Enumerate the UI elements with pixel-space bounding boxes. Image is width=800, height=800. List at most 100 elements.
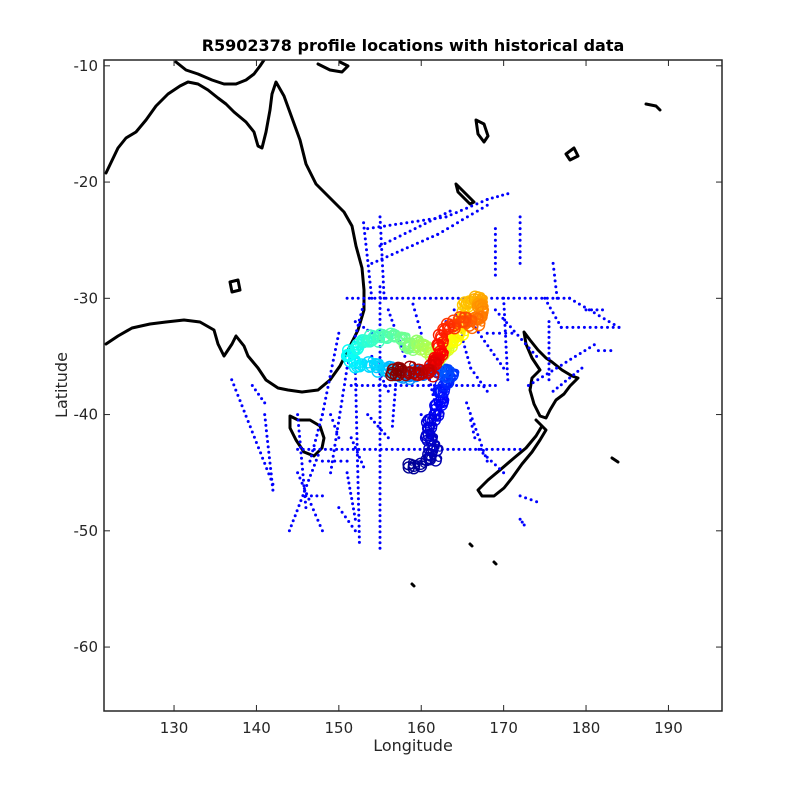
historical-point xyxy=(516,333,520,337)
profile-location-label xyxy=(459,311,467,319)
historical-point xyxy=(473,436,477,440)
historical-point xyxy=(368,280,372,284)
historical-point xyxy=(339,459,343,463)
historical-point xyxy=(568,296,572,300)
historical-point xyxy=(266,445,270,449)
historical-point xyxy=(330,364,334,368)
historical-point xyxy=(388,223,392,227)
historical-point xyxy=(451,447,455,451)
historical-point xyxy=(250,430,254,434)
historical-point xyxy=(518,244,522,248)
historical-point xyxy=(485,447,489,451)
historical-point xyxy=(502,296,506,300)
historical-point xyxy=(350,497,354,500)
historical-point xyxy=(416,320,420,324)
historical-point xyxy=(298,440,302,444)
historical-point xyxy=(577,302,581,306)
historical-point xyxy=(336,427,339,431)
historical-point xyxy=(357,535,361,539)
historical-point xyxy=(375,259,379,263)
historical-point xyxy=(297,424,301,427)
historical-point xyxy=(428,219,432,223)
historical-point xyxy=(378,454,382,458)
historical-point xyxy=(354,399,358,403)
historical-point xyxy=(298,476,302,480)
historical-point xyxy=(504,351,508,355)
historical-point xyxy=(378,535,382,539)
historical-point xyxy=(300,456,303,460)
historical-point xyxy=(501,447,505,451)
historical-point xyxy=(582,325,586,329)
historical-point xyxy=(378,443,382,447)
historical-point xyxy=(474,447,478,451)
historical-point xyxy=(451,296,455,300)
historical-point xyxy=(378,530,382,534)
historical-point xyxy=(345,459,349,463)
historical-point xyxy=(287,529,291,533)
historical-point xyxy=(301,473,305,477)
historical-point xyxy=(356,491,360,495)
historical-point xyxy=(594,325,598,329)
historical-point xyxy=(316,518,320,522)
historical-point xyxy=(367,269,371,273)
x-axis-label: Longitude xyxy=(373,736,453,755)
historical-point xyxy=(337,506,341,510)
historical-point xyxy=(393,393,397,397)
historical-point xyxy=(316,428,320,432)
profile-location-label xyxy=(428,367,436,375)
historical-point xyxy=(568,376,572,380)
historical-point xyxy=(573,354,577,358)
historical-point xyxy=(520,338,524,341)
historical-point xyxy=(548,306,552,310)
historical-point xyxy=(426,237,430,241)
historical-point xyxy=(312,447,316,451)
historical-point xyxy=(355,384,359,387)
historical-point xyxy=(267,472,271,476)
historical-point xyxy=(465,215,469,219)
historical-point xyxy=(369,291,373,295)
historical-point xyxy=(489,348,493,352)
coastline-kangaroo-island xyxy=(228,278,242,294)
historical-point xyxy=(265,434,269,438)
y-tick-label: -40 xyxy=(74,406,99,424)
historical-point xyxy=(340,447,344,451)
historical-point xyxy=(302,487,306,490)
historical-point xyxy=(334,438,338,442)
historical-point xyxy=(385,447,389,451)
historical-point xyxy=(423,296,427,300)
historical-point xyxy=(588,325,592,329)
historical-point xyxy=(244,414,248,418)
historical-point xyxy=(374,447,377,451)
historical-point xyxy=(295,509,299,513)
historical-point xyxy=(394,222,398,226)
historical-point xyxy=(234,388,238,392)
historical-point xyxy=(606,325,609,329)
historical-point xyxy=(592,343,596,347)
historical-point xyxy=(434,296,438,300)
historical-point xyxy=(444,215,448,219)
historical-point xyxy=(327,380,331,384)
historical-point xyxy=(547,346,551,350)
historical-point xyxy=(356,475,360,479)
profile-location-label xyxy=(354,361,362,369)
historical-point xyxy=(601,308,604,312)
historical-point xyxy=(354,404,358,408)
profile-locations xyxy=(340,290,490,475)
historical-point xyxy=(331,418,335,422)
historical-point xyxy=(485,389,489,393)
historical-point xyxy=(376,424,380,428)
historical-point xyxy=(468,412,472,415)
historical-point xyxy=(346,447,350,451)
historical-point xyxy=(362,221,366,225)
historical-point xyxy=(504,331,508,335)
historical-point xyxy=(506,372,509,376)
historical-point xyxy=(336,337,340,341)
historical-point xyxy=(571,325,575,329)
coastline-island-tonga xyxy=(644,102,662,112)
historical-point xyxy=(337,416,341,420)
historical-point xyxy=(385,255,389,259)
historical-point xyxy=(379,231,383,235)
historical-point xyxy=(467,361,471,365)
historical-point xyxy=(472,422,476,426)
historical-point xyxy=(357,323,361,326)
